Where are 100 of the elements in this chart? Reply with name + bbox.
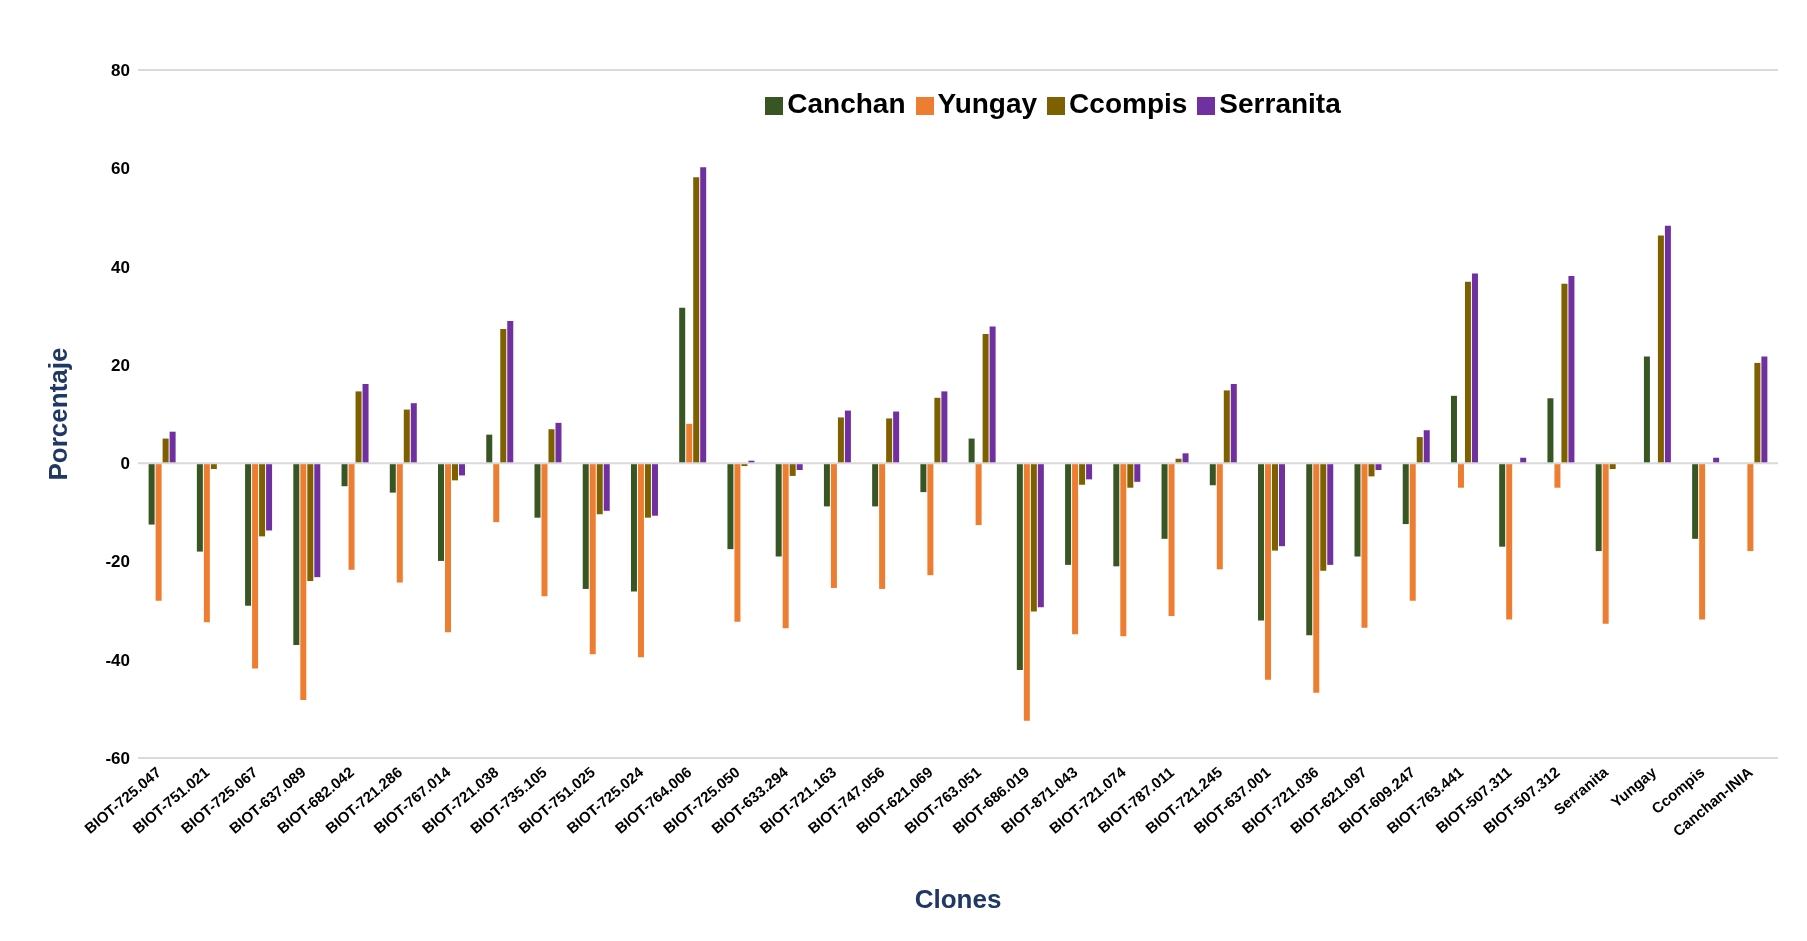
- legend-label: Canchan: [787, 88, 906, 119]
- bar: [155, 463, 162, 601]
- bar: [148, 463, 155, 525]
- bar: [1086, 463, 1093, 480]
- bar: [1120, 463, 1127, 637]
- y-axis-title: Porcentaje: [43, 347, 74, 481]
- bar: [941, 391, 948, 464]
- bar: [679, 307, 686, 464]
- bar: [982, 333, 989, 464]
- bar: [872, 463, 879, 507]
- bar: [1561, 283, 1568, 464]
- bar: [630, 463, 637, 592]
- bar: [341, 463, 348, 487]
- bar: [1457, 463, 1464, 488]
- bar: [693, 177, 700, 464]
- bar: [1761, 356, 1768, 464]
- bar: [1127, 463, 1134, 488]
- bar: [410, 403, 417, 464]
- bar: [1692, 463, 1699, 539]
- bar: [968, 438, 975, 464]
- bar: [934, 397, 941, 464]
- legend-label: Serranita: [1219, 88, 1341, 119]
- bar: [1134, 463, 1141, 482]
- bar: [507, 321, 514, 464]
- bar: [927, 463, 934, 576]
- bar: [548, 429, 555, 464]
- bar: [1327, 463, 1334, 565]
- bar: [644, 463, 651, 518]
- bar: [920, 463, 927, 493]
- bar: [596, 463, 603, 515]
- bar: [1368, 463, 1375, 477]
- bar: [1506, 463, 1513, 620]
- bar: [1450, 395, 1457, 464]
- bar: [348, 463, 355, 570]
- bar: [403, 409, 410, 464]
- bar: [355, 391, 362, 464]
- y-tick-label: -20: [105, 552, 130, 572]
- bar: [782, 463, 789, 629]
- bar: [1747, 463, 1754, 552]
- bar: [1699, 463, 1706, 620]
- bar: [1016, 463, 1023, 671]
- bar: [837, 417, 844, 464]
- bar: [169, 431, 176, 464]
- bar: [775, 463, 782, 557]
- bar: [1182, 453, 1189, 464]
- bar: [686, 423, 693, 464]
- bar: [500, 328, 507, 464]
- bar: [362, 384, 369, 464]
- bar: [266, 463, 273, 531]
- y-tick-label: 20: [111, 355, 130, 375]
- bar: [1230, 384, 1237, 464]
- bar: [486, 434, 493, 464]
- bar: [445, 463, 452, 633]
- bar: [1079, 463, 1086, 485]
- y-tick-label: -40: [105, 650, 130, 670]
- bar: [1554, 463, 1561, 488]
- bar: [1423, 430, 1430, 464]
- bar: [307, 463, 314, 582]
- bar: [1065, 463, 1072, 565]
- bar: [1223, 390, 1230, 464]
- bar: [438, 463, 445, 561]
- y-tick-label: -60: [105, 749, 130, 769]
- bar: [1402, 463, 1409, 525]
- bar: [1657, 235, 1664, 464]
- bar: [293, 463, 300, 645]
- bar: [1602, 463, 1609, 624]
- x-axis-title: Clones: [914, 884, 1002, 914]
- bar: [314, 463, 321, 578]
- bar: [582, 463, 589, 589]
- bar: [1361, 463, 1368, 628]
- bar: [1409, 463, 1416, 601]
- legend-label: Ccompis: [1069, 88, 1188, 119]
- bar: [734, 463, 741, 622]
- bar: [727, 463, 734, 550]
- bar: [603, 463, 610, 511]
- bar: [1272, 463, 1279, 551]
- bar: [589, 463, 596, 655]
- y-tick-label: 40: [111, 257, 130, 277]
- bar: [844, 410, 851, 464]
- bar: [1216, 463, 1223, 570]
- bar: [1471, 273, 1478, 464]
- bar: [1664, 225, 1671, 464]
- bar: [651, 463, 658, 516]
- bar: [396, 463, 403, 583]
- bar: [1072, 463, 1079, 635]
- bar: [830, 463, 837, 588]
- bar: [541, 463, 548, 597]
- bar: [196, 463, 203, 552]
- bar: [162, 438, 169, 464]
- bar: [1265, 463, 1272, 680]
- y-tick-label: 60: [111, 159, 130, 179]
- bar: [1547, 398, 1554, 464]
- bar: [1279, 463, 1286, 547]
- bar: [1568, 275, 1575, 464]
- bar: [1354, 463, 1361, 557]
- bar: [203, 463, 210, 623]
- bar: [555, 422, 562, 464]
- bar: [259, 463, 266, 537]
- bar: [1754, 362, 1761, 464]
- bar: [252, 463, 259, 669]
